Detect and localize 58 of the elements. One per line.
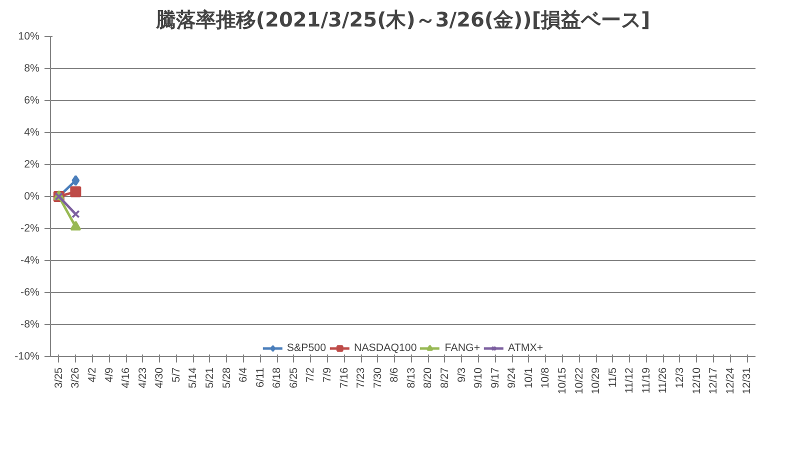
x-tick-label: 4/16 (120, 367, 132, 388)
x-tick-label: 6/25 (288, 367, 300, 388)
legend-label: FANG+ (444, 342, 480, 354)
x-tick-label: 5/21 (204, 367, 216, 388)
x-tick-label: 10/22 (573, 367, 586, 394)
x-tick-label: 6/4 (238, 367, 250, 382)
x-tick-label: 12/17 (708, 367, 720, 394)
x-tick-label: 8/20 (422, 367, 434, 388)
x-tick-label: 5/7 (170, 367, 182, 382)
x-tick-label: 10/15 (556, 367, 568, 394)
legend-label: ATMX+ (508, 342, 544, 354)
legend-label: NASDAQ100 (354, 342, 417, 354)
y-tick-label: 0% (24, 190, 40, 202)
x-tick-label: 10/1 (522, 367, 535, 388)
x-tick-label: 7/30 (372, 367, 384, 388)
x-tick-label: 4/9 (103, 367, 116, 382)
x-tick-label: 4/2 (86, 367, 98, 382)
x-tick-label: 6/18 (271, 367, 284, 388)
y-tick-label: 2% (24, 158, 40, 170)
x-tick-label: 10/29 (590, 367, 602, 394)
x-tick-label: 9/24 (506, 367, 518, 388)
y-tick-label: -8% (20, 318, 40, 330)
x-tick-label: 12/3 (674, 367, 686, 388)
x-tick-label: 8/6 (388, 367, 401, 382)
x-tick-label: 7/16 (338, 367, 350, 388)
y-tick-label: -2% (20, 222, 40, 234)
x-tick-label: 3/25 (52, 367, 65, 388)
x-tick-label: 3/26 (70, 367, 82, 388)
x-tick-label: 8/27 (438, 367, 451, 388)
y-tick-label: -6% (20, 286, 40, 298)
x-tick-label: 6/11 (254, 367, 266, 388)
y-tick-label: 4% (24, 126, 40, 138)
x-tick-label: 10/8 (540, 367, 552, 388)
x-tick-label: 11/26 (657, 367, 670, 394)
y-tick-label: -10% (14, 350, 40, 362)
x-tick-label: 4/23 (136, 367, 149, 388)
legend-label: S&P500 (286, 342, 326, 354)
y-tick-label: 10% (18, 30, 40, 42)
chart-title: 騰落率推移(2021/3/25(木)～3/26(金))[損益ベース] (154, 8, 650, 32)
y-tick-label: -4% (20, 254, 40, 266)
x-tick-label: 11/5 (606, 367, 619, 388)
x-tick-label: 5/14 (187, 367, 200, 388)
y-tick-label: 8% (24, 62, 40, 74)
x-tick-label: 12/31 (741, 367, 754, 394)
x-tick-label: 8/13 (405, 367, 418, 388)
x-tick-label: 9/3 (456, 367, 468, 382)
x-tick-label: 7/9 (321, 367, 334, 382)
x-tick-label: 4/30 (154, 367, 166, 388)
x-tick-label: 12/24 (724, 367, 736, 394)
x-tick-label: 7/23 (355, 367, 368, 388)
x-tick-label: 11/19 (640, 367, 652, 394)
x-tick-label: 11/12 (624, 367, 636, 394)
x-tick-label: 9/10 (472, 367, 485, 388)
x-tick-label: 9/17 (489, 367, 502, 388)
y-tick-label: 6% (24, 94, 40, 106)
x-tick-label: 7/2 (304, 367, 317, 382)
x-tick-label: 12/10 (690, 367, 703, 394)
x-tick-label: 5/28 (220, 367, 233, 388)
